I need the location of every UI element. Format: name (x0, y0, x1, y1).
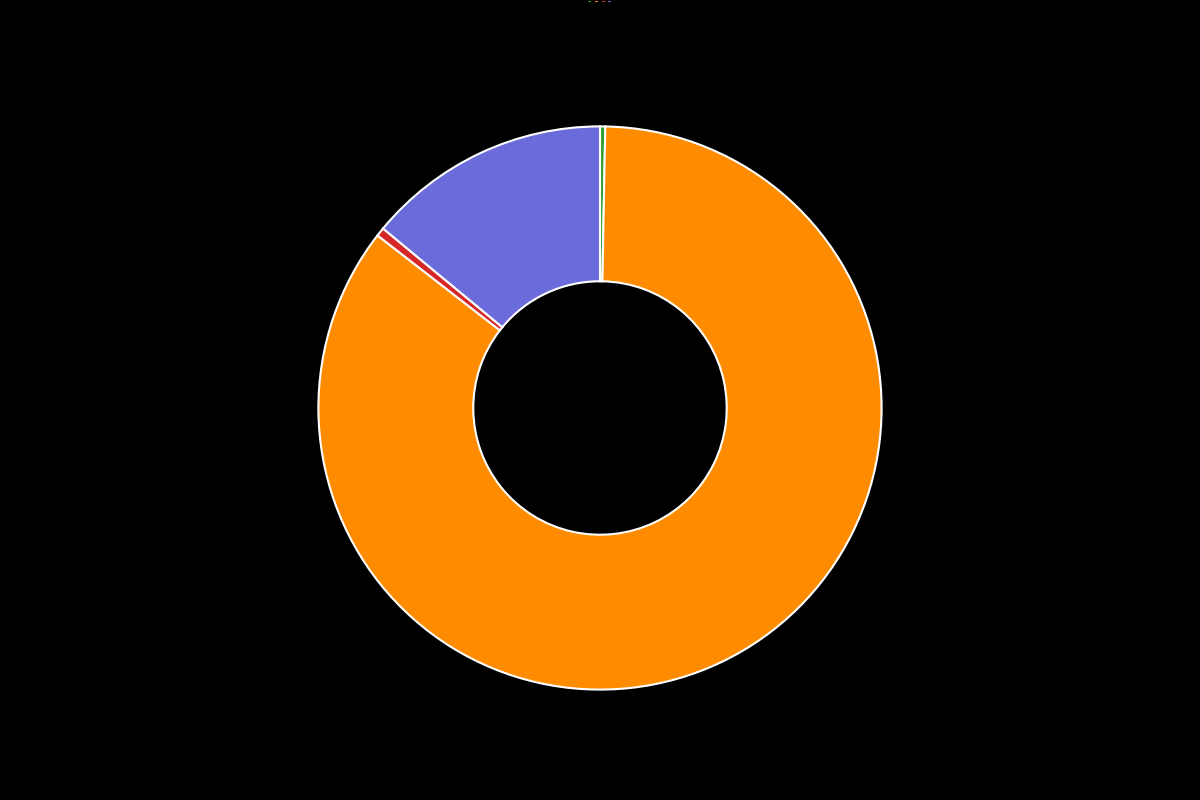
Wedge shape (318, 126, 882, 690)
Wedge shape (600, 126, 605, 282)
Legend: , , , : , , , (588, 0, 612, 3)
Wedge shape (378, 229, 503, 330)
Wedge shape (383, 126, 600, 327)
